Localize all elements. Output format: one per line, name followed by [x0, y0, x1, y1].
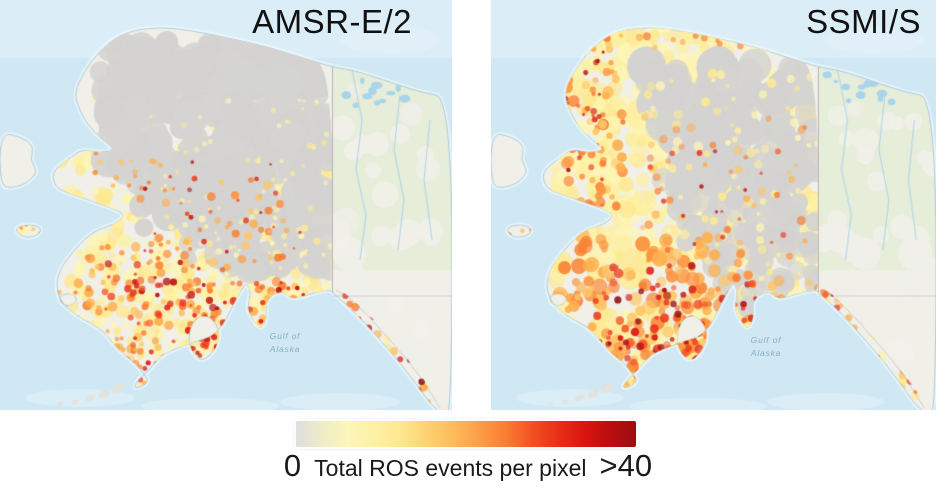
gulf-of-alaska-label: Gulf of Alaska — [255, 330, 315, 356]
gulf-of-alaska-label: Gulf of Alaska — [736, 334, 796, 360]
panel-title-ssmi: SSMI/S — [806, 3, 921, 40]
colorbar-min-tick: 0 — [283, 448, 302, 483]
colorbar-label: Total ROS events per pixel — [314, 455, 587, 481]
gulf-label-line1: Gulf of — [269, 331, 301, 341]
colorbar-gradient — [296, 421, 636, 447]
amsr-map-canvas — [0, 0, 452, 410]
gulf-label-line2: Alaska — [269, 344, 301, 355]
gulf-label-line2: Alaska — [750, 348, 782, 359]
panel-title-amsr: AMSR-E/2 — [252, 3, 412, 40]
map-panel-ssmi: SSMI/S Gulf of Alaska — [491, 0, 936, 410]
colorbar-max-tick: >40 — [599, 448, 653, 483]
ssmi-map-canvas — [491, 0, 936, 410]
gulf-label-line1: Gulf of — [750, 335, 782, 345]
colorbar-caption: 0 Total ROS events per pixel >40 — [0, 448, 936, 483]
map-panel-amsr: AMSR-E/2 Gulf of Alaska — [0, 0, 452, 410]
